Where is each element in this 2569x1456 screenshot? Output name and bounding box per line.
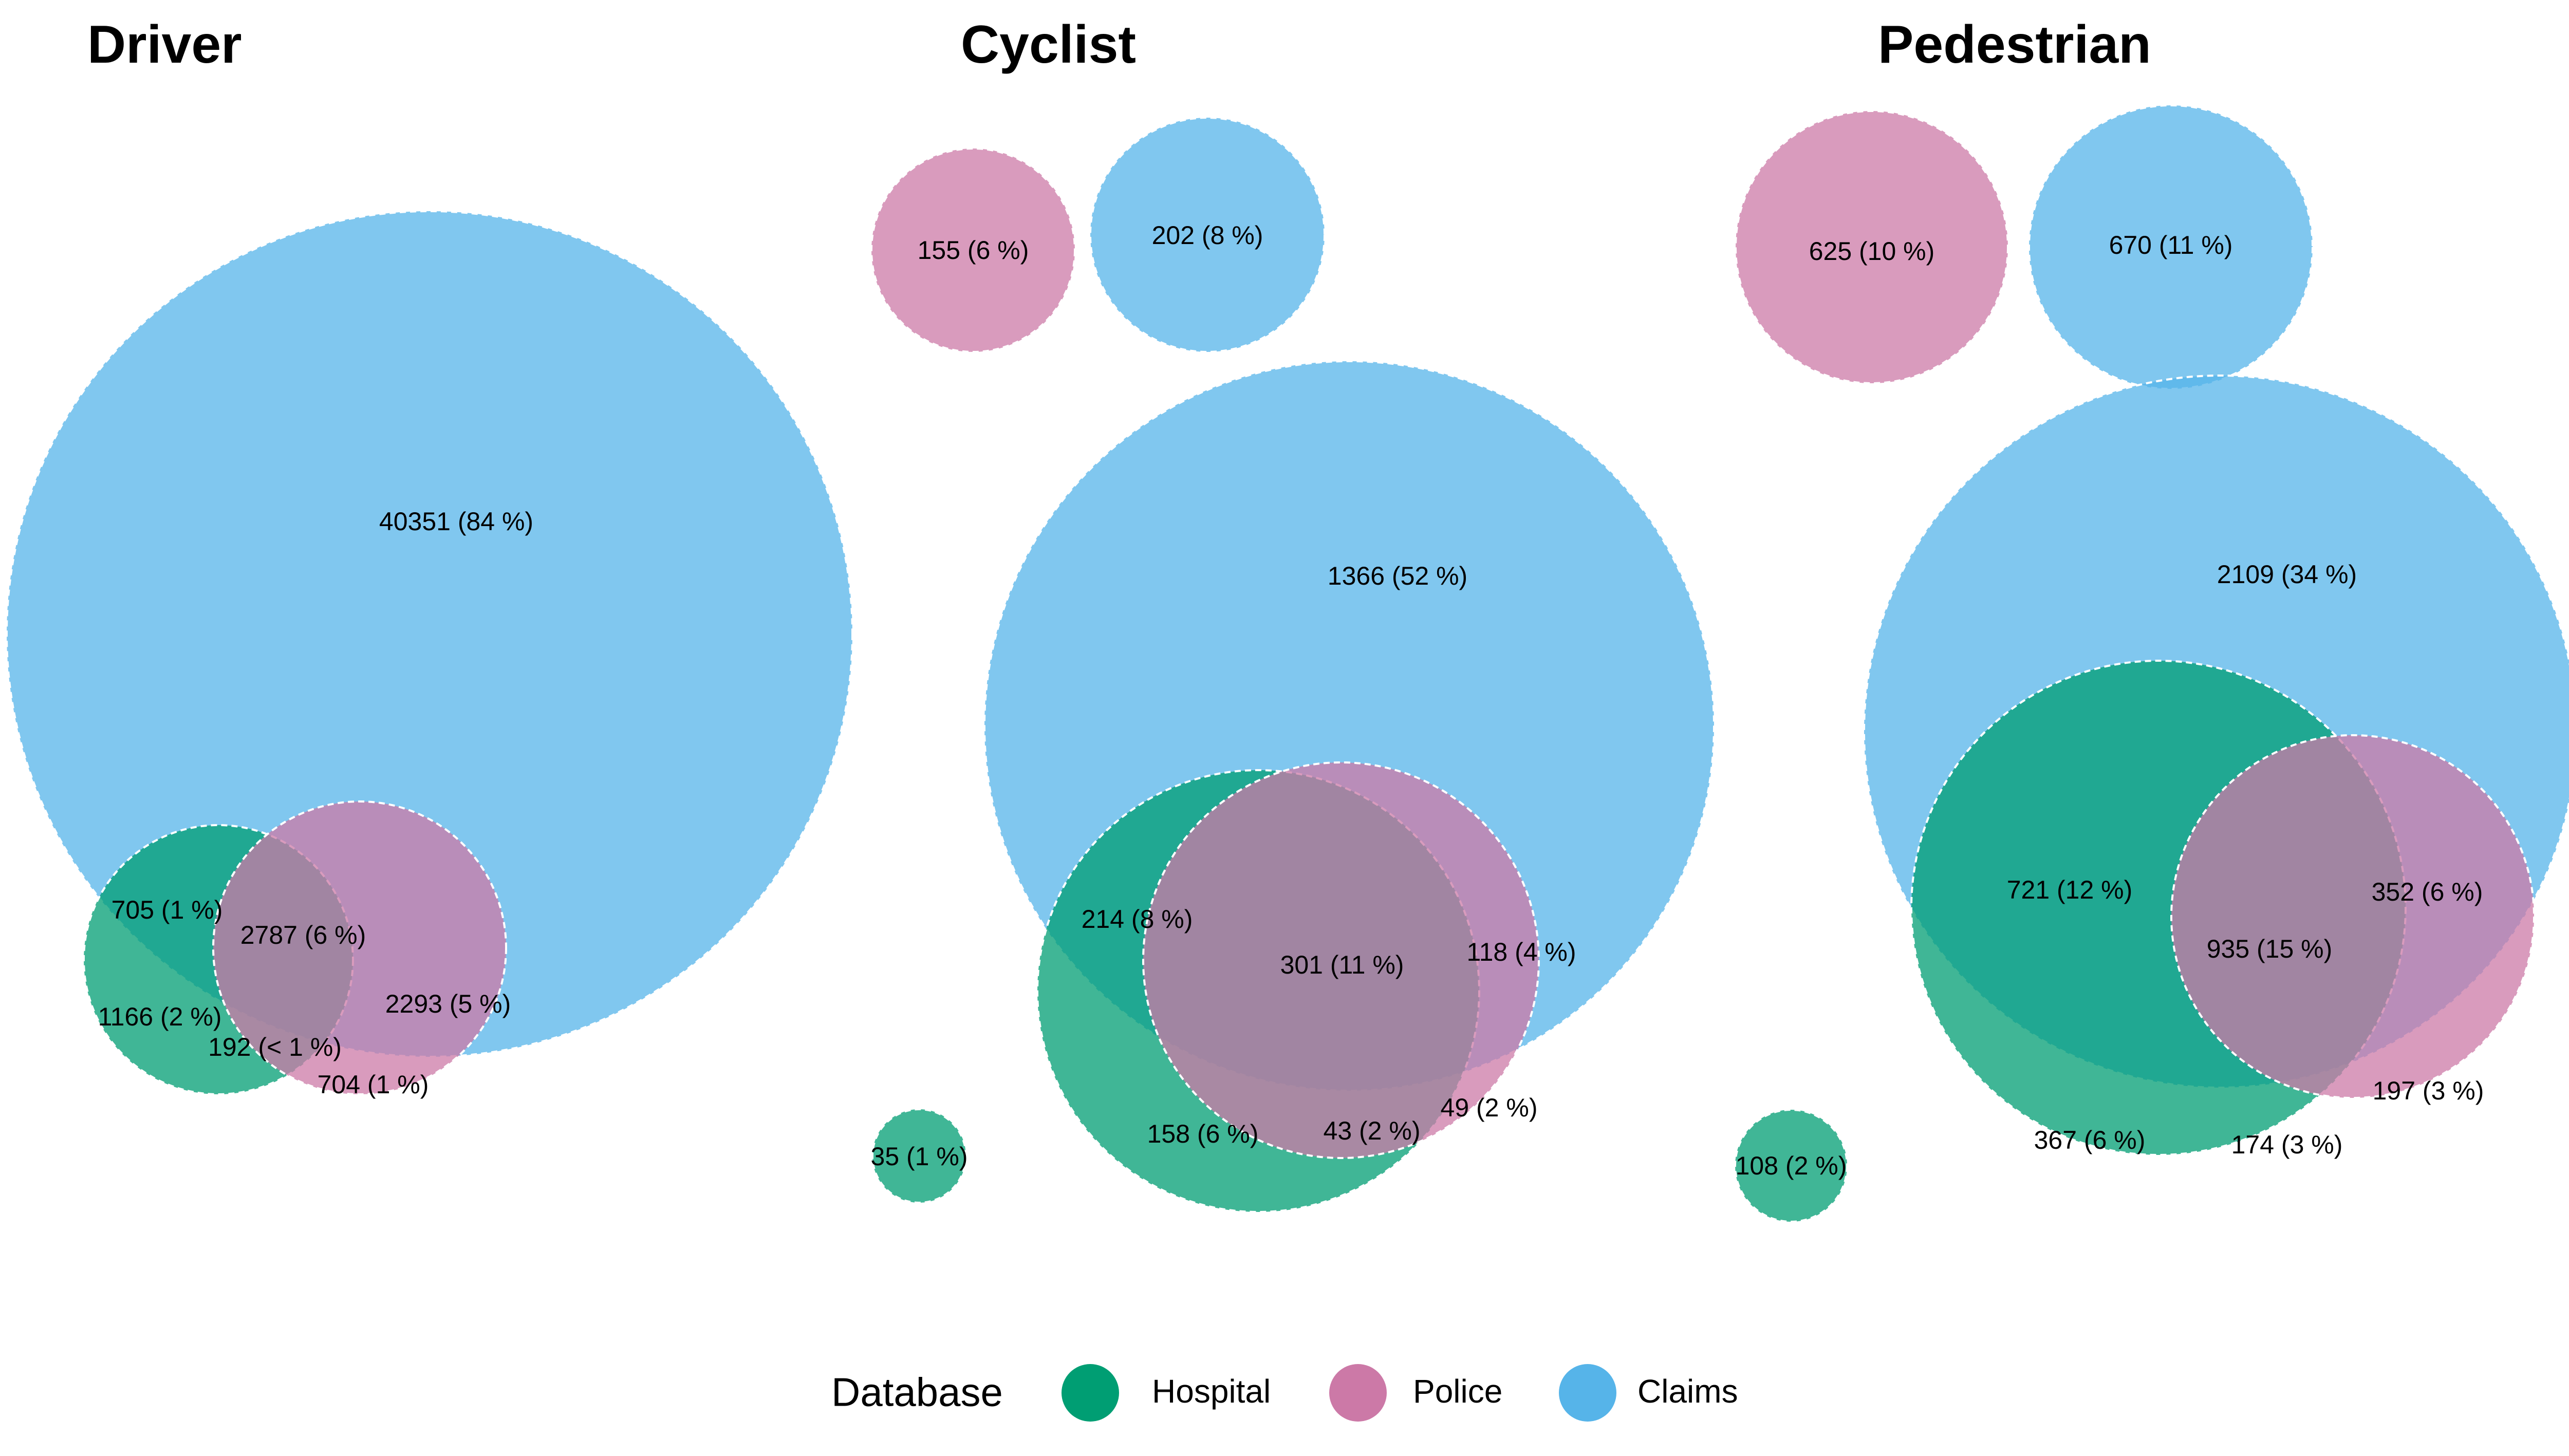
circle-cyclist-police-0 [870,147,1076,353]
legend-label-police: Police [1413,1373,1502,1410]
circle-cyclist-claims-1 [1089,117,1326,353]
legend: Database Hospital Police Claims [831,1364,1738,1422]
region-label-cyclist-0: 155 (6 %) [918,236,1029,265]
panel-title-pedestrian: Pedestrian [1878,15,2151,74]
region-label-pedestrian-5: 352 (6 %) [2372,878,2483,906]
legend-swatch-claims [1559,1364,1616,1422]
region-label-cyclist-5: 118 (4 %) [1466,938,1576,966]
region-label-pedestrian-9: 108 (2 %) [1736,1151,1847,1180]
region-label-driver-4: 2293 (5 %) [385,990,511,1018]
panel-pedestrian: Pedestrian 625 (10 %) 670 (11 %) 2109 (34 %… [1734,15,2569,1223]
region-label-driver-5: 192 (< 1 %) [208,1033,342,1061]
panel-driver: Driver 40351 (84 %) 705 (1 %) 2787 (6 %) 116… [6,15,853,1099]
legend-swatch-hospital [1062,1364,1119,1422]
region-label-cyclist-3: 214 (8 %) [1082,905,1193,934]
region-label-driver-0: 40351 (84 %) [379,507,533,536]
region-label-pedestrian-0: 625 (10 %) [1809,237,1935,266]
circle-pedestrian-police-0 [1735,110,2009,384]
circle-cyclist-hospital-5 [871,1108,967,1204]
region-label-pedestrian-8: 174 (3 %) [2231,1130,2343,1159]
region-label-pedestrian-6: 197 (3 %) [2373,1076,2484,1105]
region-label-pedestrian-7: 367 (6 %) [2034,1126,2146,1154]
region-label-cyclist-4: 301 (11 %) [1280,950,1404,979]
region-label-pedestrian-2: 2109 (34 %) [2217,560,2357,589]
circle-pedestrian-hospital-5 [1734,1109,1848,1223]
circle-pedestrian-police-4 [2170,734,2535,1099]
region-label-driver-1: 705 (1 %) [111,895,223,924]
region-label-cyclist-8: 49 (2 %) [1441,1093,1538,1122]
region-label-driver-2: 2787 (6 %) [240,921,366,949]
legend-label-hospital: Hospital [1152,1373,1271,1410]
region-label-cyclist-9: 35 (1 %) [871,1142,968,1171]
panel-title-cyclist: Cyclist [961,15,1136,74]
region-label-pedestrian-1: 670 (11 %) [2109,231,2233,259]
panel-cyclist: Cyclist 155 (6 %) 202 (8 %) 1366 (52 %) 214 … [870,15,1715,1213]
venn-panels: Driver 40351 (84 %) 705 (1 %) 2787 (6 %) 116… [6,15,2569,1223]
legend-title: Database [831,1370,1003,1415]
legend-label-claims: Claims [1637,1373,1738,1410]
region-label-driver-6: 704 (1 %) [318,1070,429,1099]
circle-cyclist-police-4 [1142,761,1540,1159]
region-label-pedestrian-3: 721 (12 %) [2007,875,2133,904]
region-label-cyclist-1: 202 (8 %) [1152,221,1263,250]
region-label-driver-3: 1166 (2 %) [98,1002,222,1031]
region-label-cyclist-2: 1366 (52 %) [1328,562,1467,590]
region-label-cyclist-6: 158 (6 %) [1147,1119,1259,1148]
circle-pedestrian-claims-1 [2028,104,2314,390]
region-label-cyclist-7: 43 (2 %) [1324,1116,1421,1145]
circle-driver-police-2 [212,800,507,1095]
panel-title-driver: Driver [87,15,242,74]
legend-swatch-police [1329,1364,1387,1422]
region-label-pedestrian-4: 935 (15 %) [2207,935,2333,963]
